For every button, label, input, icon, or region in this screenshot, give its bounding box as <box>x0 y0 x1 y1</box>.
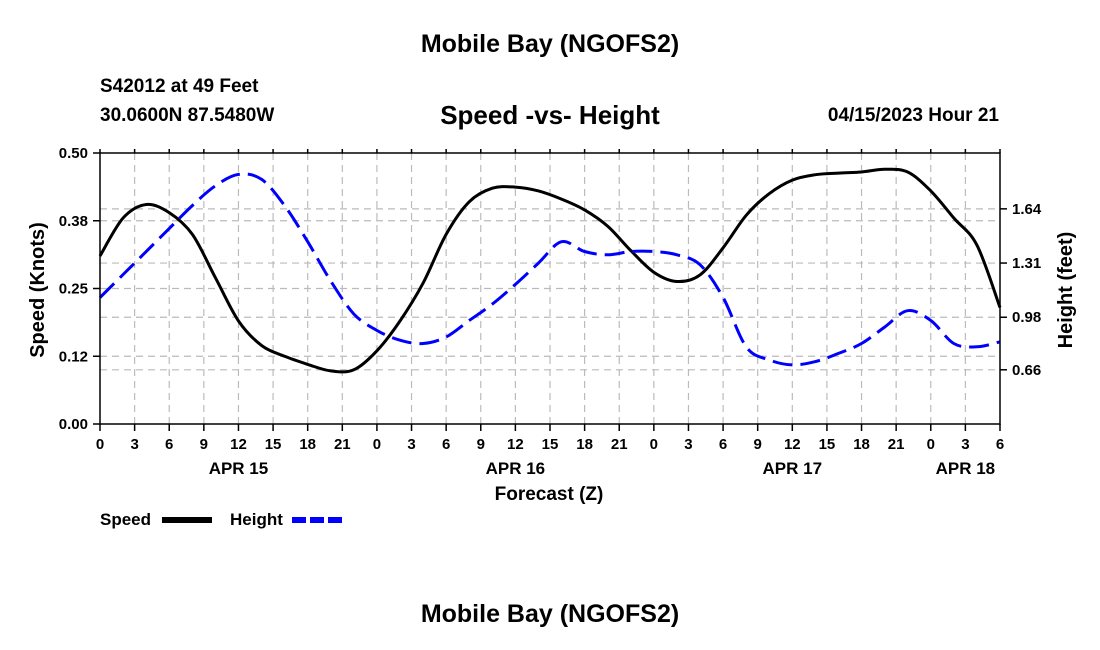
chart-subtitle: Speed -vs- Height <box>440 100 660 130</box>
x-tick-label: 9 <box>754 436 762 453</box>
y-right-tick-label: 1.64 <box>1012 201 1042 218</box>
x-tick-label: 18 <box>853 436 870 453</box>
y-right-tick-label: 0.66 <box>1012 362 1041 379</box>
y-left-tick-label: 0.25 <box>59 281 88 298</box>
y-left-tick-label: 0.50 <box>59 145 88 162</box>
station-label: S42012 at 49 Feet <box>100 76 259 97</box>
x-tick-label: 12 <box>784 436 801 453</box>
x-date-label: APR 15 <box>209 459 269 478</box>
x-tick-label: 6 <box>719 436 727 453</box>
forecast-datetime: 04/15/2023 Hour 21 <box>827 105 999 126</box>
y-right-tick-label: 1.31 <box>1012 255 1041 272</box>
x-tick-label: 15 <box>542 436 559 453</box>
x-date-label: APR 16 <box>486 459 546 478</box>
y-left-tick-label: 0.38 <box>59 213 88 230</box>
x-tick-label: 3 <box>407 436 415 453</box>
series-line-speed <box>98 167 1002 374</box>
x-axis-label: Forecast (Z) <box>495 484 604 505</box>
x-tick-label: 15 <box>819 436 836 453</box>
x-tick-label: 21 <box>888 436 905 453</box>
axes: 0 3 6 9 12 15 18 21 0 3 6 9 12 15 18 21 0 3 6 9 12 15 18 21 0 3 6A… <box>59 145 1042 478</box>
x-tick-label: 0 <box>927 436 935 453</box>
x-tick-label: 3 <box>684 436 692 453</box>
x-tick-label: 3 <box>961 436 969 453</box>
x-tick-label: 0 <box>96 436 104 453</box>
x-tick-label: 18 <box>576 436 593 453</box>
y-axis-label-right: Height (feet) <box>1055 232 1077 349</box>
x-tick-label: 9 <box>200 436 208 453</box>
chart-title: Mobile Bay (NGOFS2) <box>420 30 680 58</box>
x-tick-label: 6 <box>442 436 450 453</box>
x-tick-label: 21 <box>611 436 628 453</box>
x-date-label: APR 17 <box>763 459 823 478</box>
footer-title: Mobile Bay (NGOFS2) <box>420 600 680 628</box>
x-tick-label: 6 <box>165 436 173 453</box>
x-tick-label: 0 <box>373 436 381 453</box>
y-left-tick-label: 0.12 <box>59 348 88 365</box>
x-tick-label: 12 <box>507 436 524 453</box>
legend-label-speed: Speed <box>100 510 151 529</box>
y-right-tick-label: 0.98 <box>1012 309 1041 326</box>
station-coordinates: 30.0600N 87.5480W <box>100 105 275 126</box>
x-tick-label: 21 <box>334 436 351 453</box>
y-left-tick-label: 0.00 <box>59 416 88 433</box>
y-axis-label-left: Speed (Knots) <box>27 222 49 358</box>
x-tick-label: 9 <box>477 436 485 453</box>
x-date-label: APR 18 <box>936 459 996 478</box>
series-layer <box>98 167 1002 374</box>
legend: Speed Height <box>100 510 342 529</box>
series-line-height <box>98 172 1001 367</box>
grid-lines <box>100 153 1000 424</box>
legend-label-height: Height <box>230 510 283 529</box>
x-tick-label: 6 <box>996 436 1004 453</box>
x-tick-label: 0 <box>650 436 658 453</box>
x-tick-label: 18 <box>299 436 316 453</box>
x-tick-label: 15 <box>265 436 282 453</box>
x-tick-label: 12 <box>230 436 247 453</box>
x-tick-label: 3 <box>130 436 138 453</box>
